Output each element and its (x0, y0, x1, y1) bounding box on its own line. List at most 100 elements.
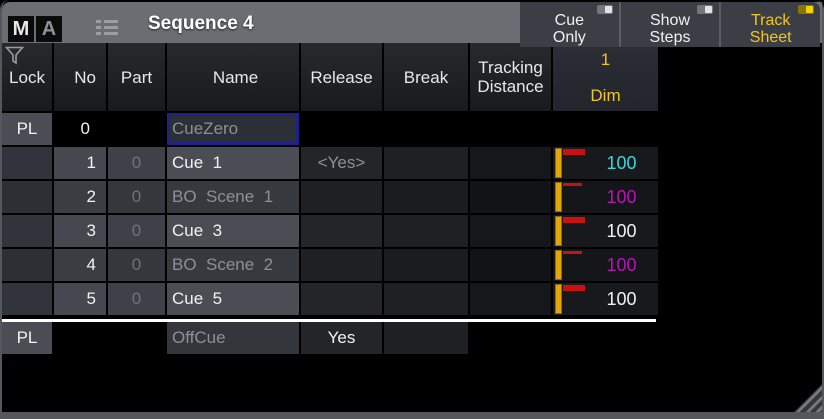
cell-release[interactable]: Yes (301, 322, 382, 354)
track-sheet-toggle-button[interactable]: Track Sheet (719, 2, 820, 47)
header-release[interactable]: Release (301, 43, 382, 111)
cell-no[interactable]: 2 (54, 181, 106, 213)
dim-value: 100 (606, 288, 637, 309)
window-bottom-edge[interactable] (2, 412, 822, 419)
cell-dim[interactable]: 100 (553, 283, 658, 315)
cell-no[interactable]: 3 (54, 215, 106, 247)
cell-release[interactable] (301, 215, 382, 247)
dim-attribute-number: 1 (600, 50, 611, 69)
header-part[interactable]: Part (108, 43, 165, 111)
cell-tracking-distance[interactable] (470, 322, 551, 354)
cue-row-1: 1 0 Cue 1 <Yes> 100 (2, 147, 658, 181)
track-sheet-label-line2: Sheet (749, 29, 792, 46)
window-menu-icon[interactable] (96, 20, 118, 35)
cell-break[interactable] (384, 113, 468, 145)
cell-break[interactable] (384, 322, 468, 354)
cell-break[interactable] (384, 181, 468, 213)
cell-break[interactable] (384, 283, 468, 315)
cue-row-5: 5 0 Cue 5 100 (2, 283, 658, 317)
cell-part[interactable]: 0 (108, 283, 165, 315)
header-dim-attribute[interactable]: 1 Dim (553, 43, 658, 111)
cell-tracking-distance[interactable] (470, 147, 551, 179)
cue-row-2: 2 0 BO Scene 1 100 (2, 181, 658, 215)
cell-dim[interactable] (553, 113, 658, 145)
cell-break[interactable] (384, 147, 468, 179)
cell-lock[interactable] (2, 181, 52, 213)
cell-break[interactable] (384, 249, 468, 281)
cue-only-label-line1: Cue (554, 12, 585, 29)
dim-value: 100 (606, 186, 637, 207)
toggle-off-icon (596, 5, 613, 14)
delay-bar-icon (563, 149, 585, 155)
cell-name[interactable]: BO Scene 1 (167, 181, 299, 213)
fade-bar-icon (555, 250, 562, 280)
track-sheet-label-line1: Track (750, 12, 791, 29)
cell-dim[interactable]: 100 (553, 181, 658, 213)
cell-no[interactable]: 5 (54, 283, 106, 315)
cell-release[interactable] (301, 249, 382, 281)
cell-tracking-distance[interactable] (470, 181, 551, 213)
cell-lock[interactable] (2, 147, 52, 179)
header-no[interactable]: No (54, 43, 106, 111)
cell-no[interactable]: 1 (54, 147, 106, 179)
header-tracking-distance[interactable]: Tracking Distance (470, 43, 551, 111)
cue-only-toggle-button[interactable]: Cue Only (520, 2, 619, 47)
cell-lock[interactable]: PL (2, 322, 52, 354)
cell-name[interactable]: BO Scene 2 (167, 249, 299, 281)
cell-no[interactable] (54, 322, 106, 354)
cell-lock[interactable]: PL (2, 113, 52, 145)
cell-part[interactable] (108, 113, 165, 145)
delay-bar-icon (563, 251, 582, 254)
cell-dim[interactable]: 100 (553, 215, 658, 247)
cell-part[interactable]: 0 (108, 181, 165, 213)
cell-release[interactable]: <Yes> (301, 147, 382, 179)
toggle-button-strip: Cue Only Show Steps Track Sheet (520, 2, 820, 47)
cell-name[interactable]: Cue 5 (167, 283, 299, 315)
cell-part[interactable]: 0 (108, 147, 165, 179)
cell-tracking-distance[interactable] (470, 249, 551, 281)
cell-dim[interactable] (553, 322, 658, 354)
show-steps-toggle-button[interactable]: Show Steps (618, 2, 720, 47)
cell-tracking-distance[interactable] (470, 215, 551, 247)
cell-lock[interactable] (2, 283, 52, 315)
fade-bar-icon (555, 216, 562, 246)
cell-lock[interactable] (2, 215, 52, 247)
dim-value: 100 (606, 152, 637, 173)
cell-part[interactable]: 0 (108, 215, 165, 247)
fade-bar-icon (555, 182, 562, 212)
cell-release[interactable] (301, 181, 382, 213)
cell-release[interactable] (301, 113, 382, 145)
delay-bar-icon (563, 285, 585, 291)
filter-icon[interactable] (5, 46, 24, 66)
cell-release[interactable] (301, 283, 382, 315)
cue-row-3: 3 0 Cue 3 100 (2, 215, 658, 249)
cell-dim[interactable]: 100 (553, 249, 658, 281)
show-steps-label-line1: Show (649, 12, 691, 29)
cell-lock[interactable] (2, 249, 52, 281)
cell-tracking-distance[interactable] (470, 283, 551, 315)
header-name[interactable]: Name (167, 43, 299, 111)
ma-logo-a: A (36, 16, 62, 42)
cell-no[interactable]: 0 (54, 113, 106, 145)
show-steps-label-line2: Steps (649, 29, 691, 46)
cell-break[interactable] (384, 215, 468, 247)
toggle-on-icon (798, 5, 815, 14)
window-resize-handle[interactable] (794, 384, 822, 412)
off-cue-separator (2, 319, 656, 322)
dim-value: 100 (606, 254, 637, 275)
cell-part[interactable]: 0 (108, 249, 165, 281)
cell-tracking-distance[interactable] (470, 113, 551, 145)
cell-name[interactable]: OffCue (167, 322, 299, 354)
header-break[interactable]: Break (384, 43, 468, 111)
dim-value: 100 (606, 220, 637, 241)
cell-name[interactable]: Cue 1 (167, 147, 299, 179)
ma-logo: M A (8, 16, 62, 42)
cell-name[interactable]: Cue 3 (167, 215, 299, 247)
cell-dim[interactable]: 100 (553, 147, 658, 179)
off-cue-row: PL OffCue Yes (2, 322, 658, 356)
cell-name-selected[interactable]: CueZero (167, 113, 299, 145)
cell-part[interactable] (108, 322, 165, 354)
cell-no[interactable]: 4 (54, 249, 106, 281)
header-lock[interactable]: Lock (2, 43, 52, 111)
